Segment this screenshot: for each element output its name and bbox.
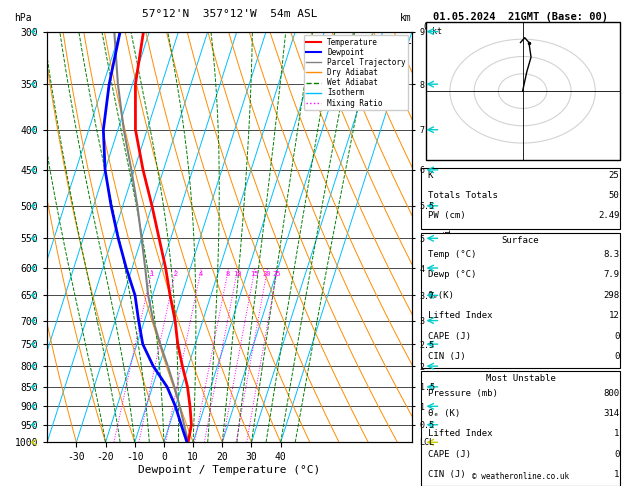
Text: 15: 15 xyxy=(250,271,259,277)
Bar xyxy=(421,233,620,367)
Text: hPa: hPa xyxy=(14,14,32,23)
Text: © weatheronline.co.uk: © weatheronline.co.uk xyxy=(472,472,569,481)
Text: 25: 25 xyxy=(273,271,281,277)
Text: K: K xyxy=(428,171,433,180)
Bar xyxy=(421,168,620,229)
Text: 8.3: 8.3 xyxy=(603,250,620,259)
Text: 2.49: 2.49 xyxy=(598,211,620,221)
Text: CAPE (J): CAPE (J) xyxy=(428,450,470,459)
Text: 25: 25 xyxy=(609,171,620,180)
Text: Mixing Ratio (g/kg): Mixing Ratio (g/kg) xyxy=(444,190,453,284)
X-axis label: Dewpoint / Temperature (°C): Dewpoint / Temperature (°C) xyxy=(138,465,321,475)
Bar xyxy=(426,22,620,160)
Text: 1: 1 xyxy=(614,470,620,479)
Text: Dewp (°C): Dewp (°C) xyxy=(428,270,476,279)
Text: 4: 4 xyxy=(199,271,203,277)
Text: 50: 50 xyxy=(609,191,620,200)
Text: CIN (J): CIN (J) xyxy=(428,470,465,479)
Text: 2: 2 xyxy=(173,271,177,277)
Text: Most Unstable: Most Unstable xyxy=(486,374,555,383)
Text: PW (cm): PW (cm) xyxy=(428,211,465,221)
Text: 800: 800 xyxy=(603,389,620,398)
Text: 0: 0 xyxy=(614,352,620,361)
Text: Totals Totals: Totals Totals xyxy=(428,191,498,200)
Text: 8: 8 xyxy=(226,271,230,277)
Text: θₑ(K): θₑ(K) xyxy=(428,291,455,300)
Text: Surface: Surface xyxy=(502,236,539,245)
Text: 1: 1 xyxy=(614,430,620,438)
Text: 298: 298 xyxy=(603,291,620,300)
Text: LCL: LCL xyxy=(420,438,434,447)
Text: Temp (°C): Temp (°C) xyxy=(428,250,476,259)
Text: 12: 12 xyxy=(609,311,620,320)
Text: Lifted Index: Lifted Index xyxy=(428,430,493,438)
Text: 0: 0 xyxy=(423,22,429,33)
Text: Lifted Index: Lifted Index xyxy=(428,311,493,320)
Text: ASL: ASL xyxy=(394,35,412,46)
Text: Pressure (mb): Pressure (mb) xyxy=(428,389,498,398)
Text: 01.05.2024  21GMT (Base: 00): 01.05.2024 21GMT (Base: 00) xyxy=(433,12,608,22)
Legend: Temperature, Dewpoint, Parcel Trajectory, Dry Adiabat, Wet Adiabat, Isotherm, Mi: Temperature, Dewpoint, Parcel Trajectory… xyxy=(304,35,408,110)
Text: 7.9: 7.9 xyxy=(603,270,620,279)
Text: 10: 10 xyxy=(233,271,242,277)
Text: 314: 314 xyxy=(603,409,620,418)
Text: kt: kt xyxy=(432,27,442,36)
Text: 57°12'N  357°12'W  54m ASL: 57°12'N 357°12'W 54m ASL xyxy=(142,9,318,19)
Text: 1: 1 xyxy=(150,271,154,277)
Text: CIN (J): CIN (J) xyxy=(428,352,465,361)
Bar xyxy=(421,371,620,486)
Text: km: km xyxy=(400,14,412,23)
Text: CAPE (J): CAPE (J) xyxy=(428,331,470,341)
Text: 0: 0 xyxy=(614,450,620,459)
Text: 0: 0 xyxy=(614,331,620,341)
Text: θₑ (K): θₑ (K) xyxy=(428,409,460,418)
Text: 20: 20 xyxy=(263,271,271,277)
